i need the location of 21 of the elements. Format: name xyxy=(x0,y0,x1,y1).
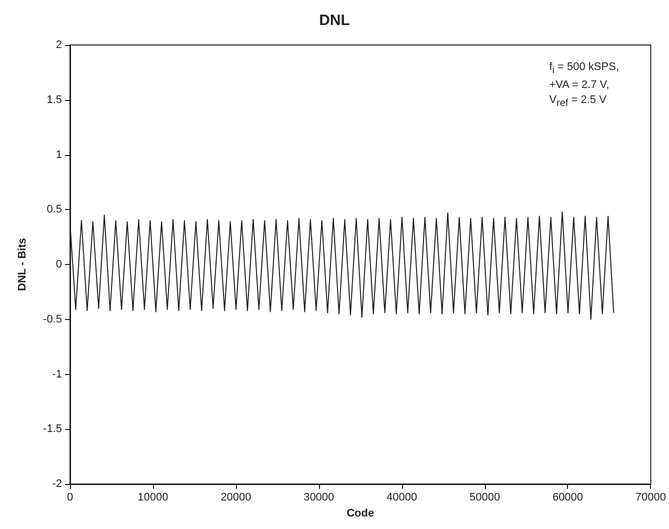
y-tick-label: -1.5 xyxy=(43,423,62,436)
x-axis-title: Code xyxy=(346,508,374,520)
x-tick-label: 70000 xyxy=(635,492,666,504)
y-axis-title: DNL - Bits xyxy=(16,238,28,291)
x-tick-label: 10000 xyxy=(138,492,168,504)
x-tick-label: 20000 xyxy=(220,492,252,504)
x-tick-label: 30000 xyxy=(304,492,334,504)
y-tick-label: 2 xyxy=(56,39,62,51)
x-tick-label: 0 xyxy=(66,492,74,504)
chart-title: DNL xyxy=(319,12,350,29)
y-tick-label: 1.5 xyxy=(46,94,62,106)
y-tick-label: -2 xyxy=(52,478,62,490)
x-tick-label: 60000 xyxy=(552,492,584,504)
x-tick-label: 50000 xyxy=(469,492,500,504)
y-tick-label: -0.5 xyxy=(43,313,62,326)
y-tick-label: 0.5 xyxy=(46,204,62,216)
annotation: +VA = 2.7 V, xyxy=(549,78,610,94)
y-tick-label: 1 xyxy=(56,148,62,161)
y-tick-label: -1 xyxy=(52,368,62,380)
x-tick-label: 40000 xyxy=(386,492,418,504)
y-tick-label: 0 xyxy=(56,258,62,270)
